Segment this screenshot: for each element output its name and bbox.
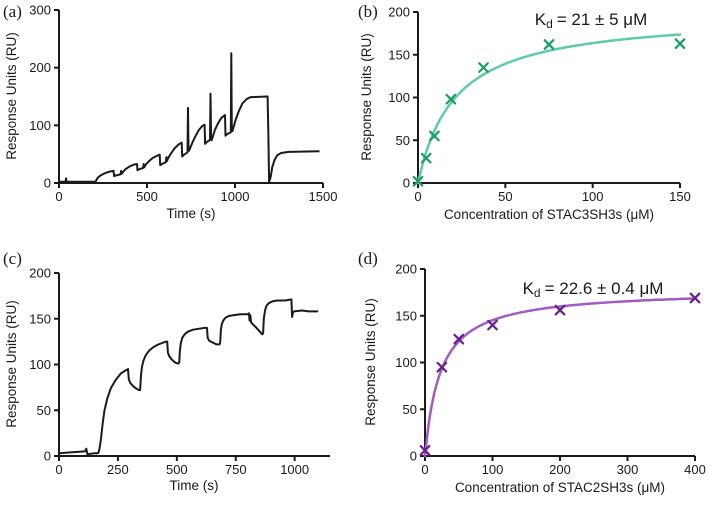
x-tick-label: 0	[55, 462, 62, 477]
panel-a-ylabel: Response Units (RU)	[4, 32, 19, 160]
x-tick-label: 1000	[221, 189, 250, 204]
data-point-markers	[419, 292, 701, 456]
panel-d-ylabel: Response Units (RU)	[363, 298, 378, 426]
x-marker	[487, 319, 498, 331]
y-tick-label: 0	[44, 176, 51, 191]
panel-a-xlabel: Time (s)	[167, 206, 216, 221]
x-tick-label: 400	[684, 462, 706, 477]
y-tick-label: 50	[37, 403, 51, 418]
x-marker	[554, 304, 566, 316]
panel-c-ylabel: Response Units (RU)	[4, 300, 19, 428]
panel-label-d: (d)	[358, 249, 378, 268]
x-tick-label: 500	[136, 189, 158, 204]
x-tick-label: 500	[166, 462, 188, 477]
y-tick-label: 0	[403, 176, 410, 191]
y-tick-label: 100	[29, 118, 51, 133]
x-tick-label: 0	[55, 189, 62, 204]
panel-label-b: (b)	[358, 2, 378, 21]
panel-b-kd-annotation: Kd = 21 ± 5 μM	[535, 10, 648, 31]
y-tick-label: 200	[395, 262, 417, 277]
tick-labels: 0 50 100 150 200 0 100 200 300 400	[395, 262, 706, 478]
x-marker	[689, 292, 701, 304]
panel-b-xlabel: Concentration of STAC3SH3s (μM)	[444, 207, 654, 222]
x-tick-label: 100	[482, 462, 504, 477]
sensorgram-trace	[59, 52, 320, 183]
x-marker	[445, 93, 457, 105]
axes	[54, 9, 324, 188]
x-tick-label: 50	[498, 189, 512, 204]
panel-label-c: (c)	[3, 249, 22, 268]
x-marker	[453, 333, 465, 345]
x-tick-label: 1000	[280, 462, 309, 477]
y-tick-label: 200	[388, 5, 410, 20]
panel-c-sensorgram-chart: Time (s) Response Units (RU) 0 50 100 150 20…	[4, 266, 330, 493]
panel-d-xlabel: Concentration of STAC2SH3s (μM)	[455, 480, 665, 495]
x-tick-label: 300	[617, 462, 639, 477]
x-marker	[412, 175, 424, 187]
x-tick-label: 0	[421, 462, 428, 477]
tick-labels: 0 50 100 150 200 0 250 500 750 1000	[29, 266, 309, 478]
panel-d-kd-annotation: Kd = 22.6 ± 0.4 μM	[523, 279, 664, 300]
x-marker	[436, 361, 448, 373]
y-tick-label: 200	[29, 60, 51, 75]
y-tick-label: 200	[29, 266, 51, 281]
sensorgram-trace	[58, 298, 319, 456]
y-tick-label: 150	[388, 47, 410, 62]
y-tick-label: 100	[395, 355, 417, 370]
y-tick-label: 100	[388, 90, 410, 105]
x-tick-label: 200	[549, 462, 571, 477]
y-tick-label: 100	[29, 357, 51, 372]
binding-fit-curve	[423, 297, 697, 458]
data-point-markers	[412, 38, 686, 187]
x-tick-label: 1500	[309, 189, 338, 204]
x-tick-label: 750	[225, 462, 247, 477]
x-marker	[419, 444, 431, 456]
x-tick-label: 150	[669, 189, 691, 204]
x-tick-label: 0	[414, 189, 421, 204]
x-marker	[429, 130, 440, 142]
y-tick-label: 150	[395, 308, 417, 323]
x-tick-label: 250	[107, 462, 129, 477]
panel-b-binding-curve-chart: Concentration of STAC3SH3s (μM) Response…	[359, 5, 691, 223]
x-tick-label: 100	[582, 189, 604, 204]
y-tick-label: 50	[403, 402, 417, 417]
panel-a-sensorgram-chart: Time (s) Response Units (RU) 01002003000…	[4, 3, 337, 222]
panel-d-binding-curve-chart: Concentration of STAC2SH3s (μM) Response…	[363, 262, 706, 496]
panel-c-xlabel: Time (s)	[170, 478, 219, 493]
y-tick-label: 300	[29, 3, 51, 18]
tick-labels: 0 50 100 150 200 0 50 100 150	[388, 5, 691, 205]
x-marker	[674, 38, 686, 50]
binding-fit-curve	[416, 33, 682, 185]
x-marker	[478, 62, 489, 73]
axes	[54, 272, 330, 461]
y-tick-label: 150	[29, 311, 51, 326]
y-tick-label: 0	[44, 449, 51, 464]
x-marker	[543, 39, 555, 50]
tick-labels: 0 100 200 300 0 500 1000 1500	[29, 3, 337, 205]
panel-b-ylabel: Response Units (RU)	[359, 33, 374, 161]
y-tick-label: 50	[396, 133, 410, 148]
y-tick-label: 0	[410, 449, 417, 464]
panel-label-a: (a)	[3, 2, 22, 21]
x-marker	[420, 152, 432, 164]
